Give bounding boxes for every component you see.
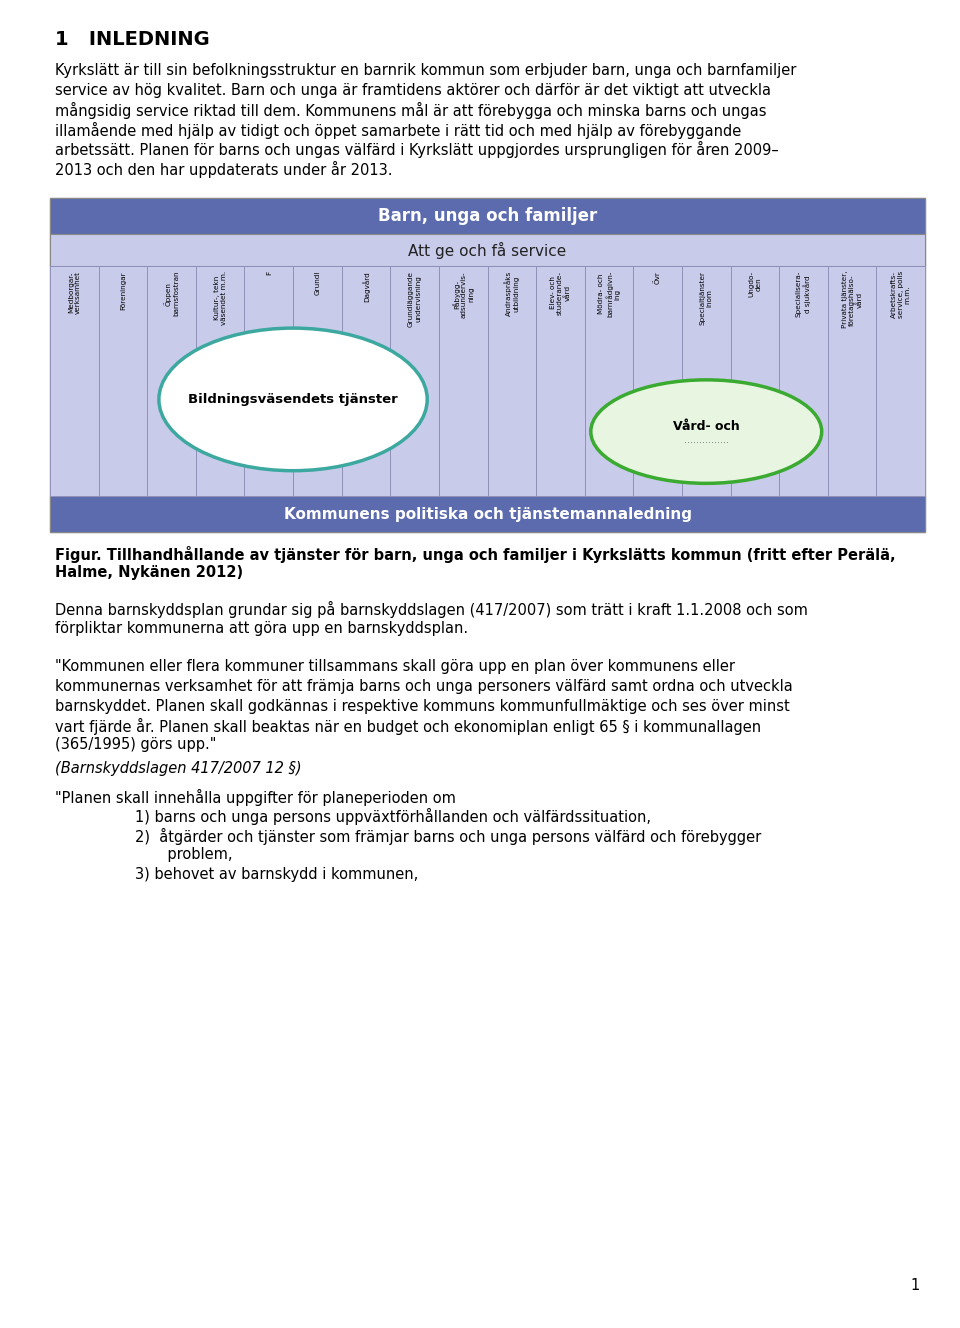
- Text: Denna barnskyddsplan grundar sig på barnskyddslagen (417/2007) som trätt i kraft: Denna barnskyddsplan grundar sig på barn…: [55, 602, 808, 618]
- Bar: [50, 198, 925, 234]
- Bar: [585, 266, 634, 495]
- Bar: [731, 266, 780, 495]
- Text: service av hög kvalitet. Barn och unga är framtidens aktörer och därför är det v: service av hög kvalitet. Barn och unga ä…: [55, 82, 771, 97]
- Text: 2013 och den har uppdaterats under år 2013.: 2013 och den har uppdaterats under år 20…: [55, 161, 393, 178]
- Bar: [196, 266, 245, 495]
- Text: F: F: [266, 271, 272, 275]
- Text: Kommunens politiska och tjänstemannaledning: Kommunens politiska och tjänstemannaledn…: [283, 506, 691, 522]
- Text: vart fjärde år. Planen skall beaktas när en budget och ekonomiplan enligt 65 § i: vart fjärde år. Planen skall beaktas när…: [55, 718, 761, 734]
- Text: Grundläggande
undervisning: Grundläggande undervisning: [408, 271, 421, 327]
- Text: 1) barns och unga persons uppväxtförhållanden och välfärdssituation,: 1) barns och unga persons uppväxtförhåll…: [135, 807, 651, 825]
- Text: Medborgar-
verksamhet: Medborgar- verksamhet: [68, 271, 81, 313]
- Text: 1: 1: [911, 1278, 920, 1293]
- Text: Kultur-, tekn
väsendet m.m.: Kultur-, tekn väsendet m.m.: [214, 271, 227, 325]
- Text: "Kommunen eller flera kommuner tillsammans skall göra upp en plan över kommunens: "Kommunen eller flera kommuner tillsamma…: [55, 660, 735, 675]
- Bar: [634, 266, 682, 495]
- Text: Föreningar: Föreningar: [120, 271, 126, 309]
- Text: ...............: ...............: [684, 434, 729, 445]
- Bar: [99, 266, 147, 495]
- Bar: [50, 495, 925, 533]
- Bar: [50, 266, 99, 495]
- Text: Halme, Nykänen 2012): Halme, Nykänen 2012): [55, 566, 243, 580]
- Bar: [342, 266, 391, 495]
- Bar: [245, 266, 293, 495]
- Bar: [439, 266, 488, 495]
- Bar: [293, 266, 342, 495]
- Text: Specialisera-
d sjukvård: Specialisera- d sjukvård: [796, 271, 811, 317]
- Ellipse shape: [159, 328, 427, 470]
- Bar: [780, 266, 828, 495]
- Text: Arbetskrafts-
service, polis
m.m.: Arbetskrafts- service, polis m.m.: [891, 271, 911, 319]
- Bar: [391, 266, 439, 495]
- Text: kommunernas verksamhet för att främja barns och unga personers välfärd samt ordn: kommunernas verksamhet för att främja ba…: [55, 679, 793, 695]
- Bar: [50, 198, 925, 533]
- Text: (Barnskyddslagen 417/2007 12 §): (Barnskyddslagen 417/2007 12 §): [55, 761, 301, 776]
- Bar: [488, 266, 536, 495]
- Text: Att ge och få service: Att ge och få service: [408, 242, 566, 259]
- Bar: [50, 234, 925, 266]
- Bar: [876, 266, 925, 495]
- Text: "Planen skall innehålla uppgifter för planeperioden om: "Planen skall innehålla uppgifter för pl…: [55, 789, 456, 806]
- Bar: [682, 266, 731, 495]
- Text: Vård- och: Vård- och: [673, 420, 739, 433]
- Text: Kyrkslätt är till sin befolkningsstruktur en barnrik kommun som erbjuder barn, u: Kyrkslätt är till sin befolkningsstruktu…: [55, 62, 797, 78]
- Text: arbetssätt. Planen för barns och ungas välfärd i Kyrkslätt uppgjordes ursprungli: arbetssätt. Planen för barns och ungas v…: [55, 141, 779, 158]
- Text: barnskyddet. Planen skall godkännas i respektive kommuns kommunfullmäktige och s: barnskyddet. Planen skall godkännas i re…: [55, 699, 790, 713]
- Bar: [828, 266, 876, 495]
- Text: Barn, unga och familjer: Barn, unga och familjer: [378, 207, 597, 224]
- Text: Ungdo-
den: Ungdo- den: [749, 271, 761, 297]
- Text: 2)  åtgärder och tjänster som främjar barns och unga persons välfärd och förebyg: 2) åtgärder och tjänster som främjar bar…: [135, 827, 761, 845]
- Text: 1   INLEDNING: 1 INLEDNING: [55, 31, 209, 49]
- Text: Dagvård: Dagvård: [362, 271, 370, 301]
- Text: (365/1995) görs upp.": (365/1995) görs upp.": [55, 737, 216, 753]
- Text: Privata tjänster,
företagshälso-
vård: Privata tjänster, företagshälso- vård: [842, 271, 862, 328]
- Text: Bildningsväsendets tjänster: Bildningsväsendets tjänster: [188, 393, 398, 406]
- Text: Specialtjänster
inom: Specialtjänster inom: [700, 271, 712, 325]
- Text: Öppen
barnsfostran: Öppen barnsfostran: [164, 271, 179, 316]
- Text: mångsidig service riktad till dem. Kommunens mål är att förebygga och minska bar: mångsidig service riktad till dem. Kommu…: [55, 102, 766, 120]
- Text: 3) behovet av barnskydd i kommunen,: 3) behovet av barnskydd i kommunen,: [135, 866, 419, 882]
- Text: Mödra- och
barnrådgivn-
ing: Mödra- och barnrådgivn- ing: [598, 271, 620, 317]
- Text: Övr: Övr: [654, 271, 661, 284]
- Ellipse shape: [590, 380, 822, 483]
- Text: Grundl: Grundl: [314, 271, 321, 295]
- Text: illamående med hjälp av tidigt och öppet samarbete i rätt tid och med hjälp av f: illamående med hjälp av tidigt och öppet…: [55, 121, 741, 138]
- Text: problem,: problem,: [135, 847, 232, 862]
- Text: Elev- och
studerande-
vård: Elev- och studerande- vård: [550, 271, 571, 315]
- Bar: [536, 266, 585, 495]
- Text: Andraspråks
utbildning: Andraspråks utbildning: [504, 271, 519, 316]
- Text: Påbygg-
adsundervis-
ning: Påbygg- adsundervis- ning: [452, 271, 474, 317]
- Text: förpliktar kommunerna att göra upp en barnskyddsplan.: förpliktar kommunerna att göra upp en ba…: [55, 620, 468, 636]
- Text: Figur. Tillhandhållande av tjänster för barn, unga och familjer i Kyrkslätts kom: Figur. Tillhandhållande av tjänster för …: [55, 546, 896, 563]
- Bar: [147, 266, 196, 495]
